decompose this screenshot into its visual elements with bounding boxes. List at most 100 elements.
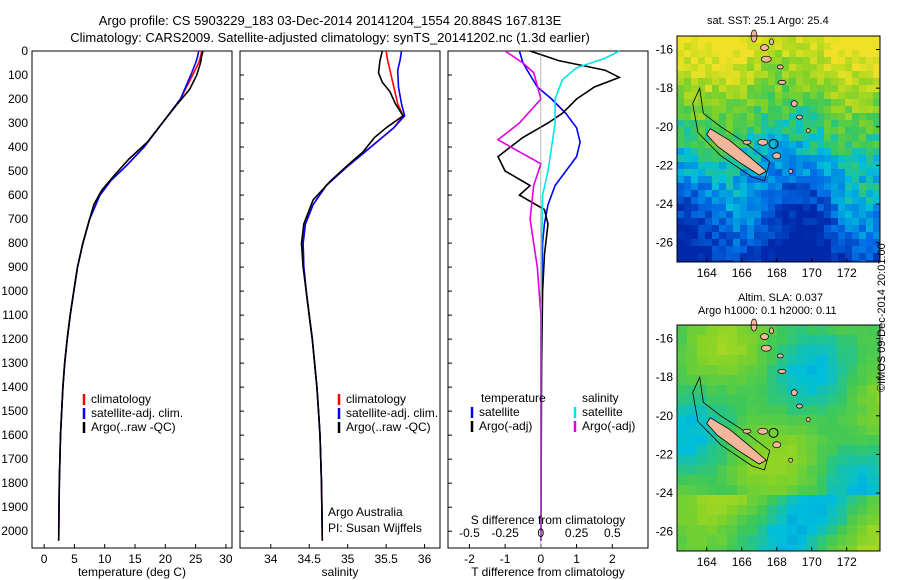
sst-map-cell [740, 36, 747, 43]
sla-map-cell [727, 465, 737, 475]
sst-map-cell [796, 260, 803, 262]
sst-map-cell [803, 71, 810, 78]
sst-map-cell [740, 239, 747, 246]
sst-map-cell [698, 64, 705, 71]
sst-map-cell [866, 225, 873, 232]
sst-map-cell [775, 57, 782, 64]
sst-map-cell [768, 43, 775, 50]
sst-map-cell [733, 176, 740, 183]
sla-map-cell [737, 455, 747, 465]
sst-map-cell [677, 71, 684, 78]
sst-map-cell [691, 225, 698, 232]
sla-map-cell [777, 345, 787, 355]
sst-map-cell [747, 190, 754, 197]
sla-map-cell [747, 385, 757, 395]
sst-map-cell [698, 218, 705, 225]
sla-map-cell [677, 465, 687, 475]
sst-map-cell [698, 148, 705, 155]
sst-map-cell [747, 253, 754, 260]
diff-salinity-legend-label: Argo(-adj) [582, 419, 635, 433]
sst-map-cell [873, 176, 880, 183]
sst-map-cell [824, 225, 831, 232]
sst-map-cell [845, 127, 852, 134]
s-diff-xlabel: S difference from climatology [471, 513, 626, 527]
sla-map-cell [867, 475, 877, 485]
sla-map-cell [677, 355, 687, 365]
sst-map-cell [817, 141, 824, 148]
sla-map-cell [697, 495, 707, 505]
x-tick-label-difference: -2 [464, 552, 475, 566]
sla-map-cell [727, 515, 737, 525]
sst-map-cell [873, 36, 880, 43]
sst-map-cell [873, 113, 880, 120]
sla-map-cell [827, 415, 837, 425]
sst-map-cell [747, 99, 754, 106]
sla-map-cell [807, 395, 817, 405]
sst-map-cell [803, 57, 810, 64]
sst-map-cell [775, 50, 782, 57]
sst-map-cell [705, 155, 712, 162]
sst-map-cell [852, 64, 859, 71]
sst-map-cell [796, 162, 803, 169]
sla-map-cell [727, 445, 737, 455]
sla-map-cell [717, 365, 727, 375]
sst-map-cell [768, 113, 775, 120]
sst-map-cell [712, 148, 719, 155]
sst-map-cell [712, 78, 719, 85]
sst-map-cell [817, 155, 824, 162]
sst-map-cell [810, 71, 817, 78]
sst-map-cell [803, 85, 810, 92]
sst-map-cell [866, 169, 873, 176]
sst-map-title: sat. SST: 25.1 Argo: 25.4 [707, 15, 829, 27]
sst-map-cell [768, 197, 775, 204]
sst-map-cell [824, 57, 831, 64]
sla-map-cell [747, 485, 757, 495]
sst-map-cell [852, 162, 859, 169]
sst-map-cell [866, 120, 873, 127]
sla-map-cell [817, 505, 827, 515]
sla-map-cell [837, 475, 847, 485]
sla-map-cell [777, 465, 787, 475]
sla-map-cell [677, 525, 687, 535]
sst-map-cell [775, 176, 782, 183]
sla-map-cell [767, 445, 777, 455]
sst-map-cell [768, 148, 775, 155]
sst-map-cell [817, 120, 824, 127]
sst-map-cell [796, 218, 803, 225]
sla-map-cell [847, 445, 857, 455]
sst-map-cell [824, 36, 831, 43]
sla-lat-tick-label: -20 [656, 409, 674, 423]
depth-tick-label: 1900 [1, 500, 28, 514]
sst-map-cell [838, 141, 845, 148]
sst-map-cell [761, 127, 768, 134]
sst-lat-tick-label: -20 [656, 120, 674, 134]
sst-map-cell [824, 71, 831, 78]
sla-map-cell [817, 415, 827, 425]
sst-map-cell [873, 148, 880, 155]
sst-map-cell [754, 71, 761, 78]
sst-map-cell [789, 78, 796, 85]
sla-map-cell [827, 515, 837, 525]
x-tick-label-salinity: 34 [264, 552, 278, 566]
sla-map-cell [807, 525, 817, 535]
sst-map-cell [684, 64, 691, 71]
sst-map-cell [831, 253, 838, 260]
sla-map-cell [687, 465, 697, 475]
sst-map-cell [817, 239, 824, 246]
sla-map-cell [847, 335, 857, 345]
sst-map-cell [684, 92, 691, 99]
sst-map-cell [810, 36, 817, 43]
sst-map-cell [838, 92, 845, 99]
sla-map-cell [857, 435, 867, 445]
sst-map-cell [726, 253, 733, 260]
sla-map-cell [717, 475, 727, 485]
sst-map-cell [754, 92, 761, 99]
sla-map-cell [757, 395, 767, 405]
sst-map-cell [698, 253, 705, 260]
sst-map-cell [852, 50, 859, 57]
sst-map-cell [726, 155, 733, 162]
sst-map-cell [719, 190, 726, 197]
sst-map-cell [838, 218, 845, 225]
sla-map-cell [727, 425, 737, 435]
sst-map-cell [803, 204, 810, 211]
